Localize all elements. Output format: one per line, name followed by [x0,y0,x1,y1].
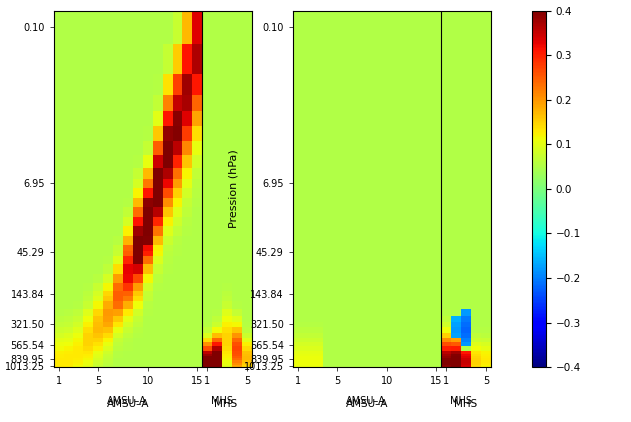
Text: AMSU–A: AMSU–A [346,399,388,409]
Text: MHS: MHS [450,396,472,406]
Text: MHS: MHS [211,396,233,406]
Text: MHS: MHS [454,399,477,409]
Text: AMSU–A: AMSU–A [107,396,147,406]
Text: AMSU–A: AMSU–A [107,399,149,409]
Y-axis label: Pression (hPa): Pression (hPa) [228,149,239,228]
Text: MHS: MHS [215,399,238,409]
Text: AMSU–A: AMSU–A [346,396,386,406]
